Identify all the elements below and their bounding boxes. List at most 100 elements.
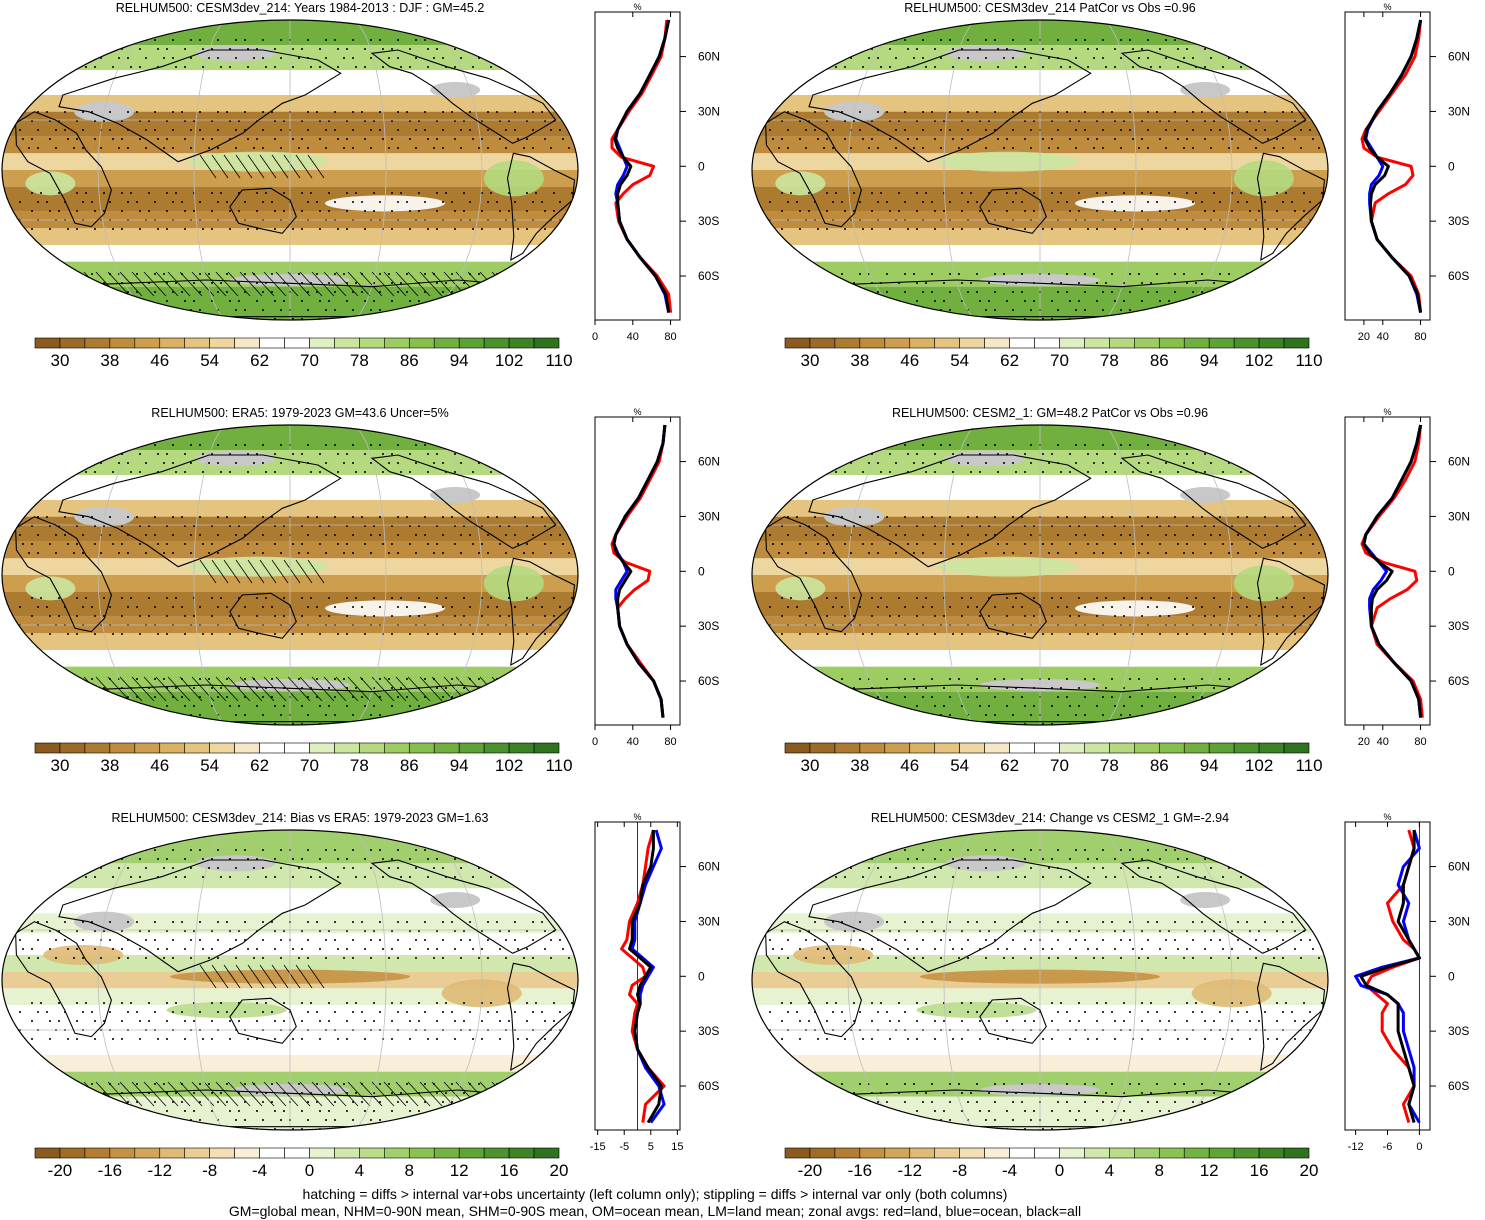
colorbar-swatch — [484, 338, 509, 348]
colorbar-swatch — [860, 338, 885, 348]
zonal-y-tick-label: 60N — [698, 860, 720, 874]
colorbar-swatch — [935, 1148, 960, 1158]
colorbar-swatch — [1184, 743, 1209, 753]
colorbar-label: -20 — [798, 1161, 823, 1180]
panel-3: RELHUM500: ERA5: 1979-2023 GM=43.6 Uncer… — [0, 405, 742, 810]
field-feature — [484, 565, 544, 601]
field-band — [750, 692, 1350, 725]
zonal-y-tick-label: 30S — [698, 1024, 719, 1038]
colorbar-swatch — [160, 338, 185, 348]
colorbar-label: -16 — [98, 1161, 123, 1180]
field-band — [750, 450, 1350, 475]
colorbar-swatch — [960, 1148, 985, 1158]
zonal-x-tick-label: 40 — [627, 331, 639, 343]
colorbar-label: -12 — [147, 1161, 172, 1180]
colorbar-swatch — [1234, 743, 1259, 753]
colorbar-swatch — [1084, 338, 1109, 348]
colorbar-swatch — [210, 743, 235, 753]
colorbar-swatch — [1209, 338, 1234, 348]
colorbar-swatch — [1059, 1148, 1084, 1158]
zonal-frame — [595, 417, 680, 725]
zonal-line-all — [1361, 830, 1420, 1123]
colorbar-label: 46 — [900, 351, 919, 370]
colorbar-label: 46 — [150, 756, 169, 775]
zonal-x-tick-label: -6 — [1383, 1141, 1393, 1153]
colorbar-swatch — [384, 338, 409, 348]
zonal-y-tick-label: 30N — [1448, 104, 1470, 118]
colorbar-swatch — [35, 743, 60, 753]
zonal-line-ocean — [614, 425, 665, 718]
colorbar-swatch — [785, 338, 810, 348]
zonal-y-tick-label: 0 — [1448, 564, 1455, 578]
colorbar-label: -12 — [897, 1161, 922, 1180]
colorbar-label: 20 — [550, 1161, 569, 1180]
colorbar-swatch — [135, 338, 160, 348]
colorbar-swatch — [484, 1148, 509, 1158]
colorbar-swatch — [359, 743, 384, 753]
field-feature — [1234, 160, 1294, 196]
field-band — [0, 425, 600, 450]
colorbar-label: 62 — [250, 351, 269, 370]
colorbar-label: -4 — [1002, 1161, 1017, 1180]
colorbar-label: 54 — [200, 756, 219, 775]
field-band — [0, 1097, 600, 1130]
zonal-x-tick-label: 40 — [627, 736, 639, 748]
zonal-line-land — [612, 425, 665, 718]
field-band — [750, 1027, 1350, 1055]
zonal-y-tick-label: 60N — [1448, 860, 1470, 874]
colorbar-label: 70 — [1050, 351, 1069, 370]
field-band — [750, 542, 1350, 559]
map-field — [750, 830, 1350, 1130]
colorbar-swatch — [235, 338, 260, 348]
colorbar-label: 78 — [1100, 756, 1119, 775]
field-band — [0, 1055, 600, 1072]
colorbar-swatch — [85, 743, 110, 753]
zonal-line-land — [1362, 20, 1421, 313]
colorbar-label: 16 — [500, 1161, 519, 1180]
colorbar-label: 102 — [1245, 351, 1273, 370]
colorbar-swatch — [1109, 743, 1134, 753]
colorbar-swatch — [85, 338, 110, 348]
colorbar-swatch — [860, 743, 885, 753]
colorbar-swatch — [1184, 338, 1209, 348]
colorbar-label: 54 — [200, 351, 219, 370]
map-field — [0, 830, 600, 1130]
zonal-x-tick-label: 20 — [1358, 331, 1370, 343]
colorbar-label: 4 — [1105, 1161, 1114, 1180]
colorbar-label: 102 — [495, 756, 523, 775]
zonal-y-tick-label: 0 — [1448, 969, 1455, 983]
colorbar-swatch — [1259, 743, 1284, 753]
colorbar-swatch — [935, 338, 960, 348]
colorbar-swatch — [1010, 1148, 1035, 1158]
colorbar-swatch — [985, 338, 1010, 348]
colorbar-swatch — [359, 338, 384, 348]
zonal-y-tick-label: 60N — [698, 50, 720, 64]
zonal-x-tick-label: -15 — [590, 1141, 606, 1153]
zonal-y-tick-label: 30S — [1448, 1024, 1469, 1038]
colorbar-label: 62 — [1000, 756, 1019, 775]
zonal-x-tick-label: 80 — [664, 331, 676, 343]
colorbar-swatch — [1209, 743, 1234, 753]
colorbar-label: -8 — [952, 1161, 967, 1180]
colorbar-label: 38 — [850, 351, 869, 370]
colorbar-label: 12 — [1200, 1161, 1219, 1180]
field-feature — [167, 1002, 287, 1018]
field-band — [750, 650, 1350, 667]
field-band — [750, 228, 1350, 245]
colorbar-label: -4 — [252, 1161, 267, 1180]
colorbar-swatch — [1134, 338, 1159, 348]
zonal-x-tick-label: 0 — [592, 331, 598, 343]
field-feature — [917, 1002, 1037, 1018]
zonal-y-tick-label: 0 — [1448, 159, 1455, 173]
field-band — [0, 287, 600, 320]
colorbar-label: 38 — [100, 756, 119, 775]
colorbar-label: 30 — [50, 351, 69, 370]
field-band — [750, 633, 1350, 650]
field-band — [750, 45, 1350, 70]
zonal-y-tick-label: 60S — [698, 269, 719, 283]
colorbar-swatch — [359, 1148, 384, 1158]
colorbar-swatch — [960, 743, 985, 753]
